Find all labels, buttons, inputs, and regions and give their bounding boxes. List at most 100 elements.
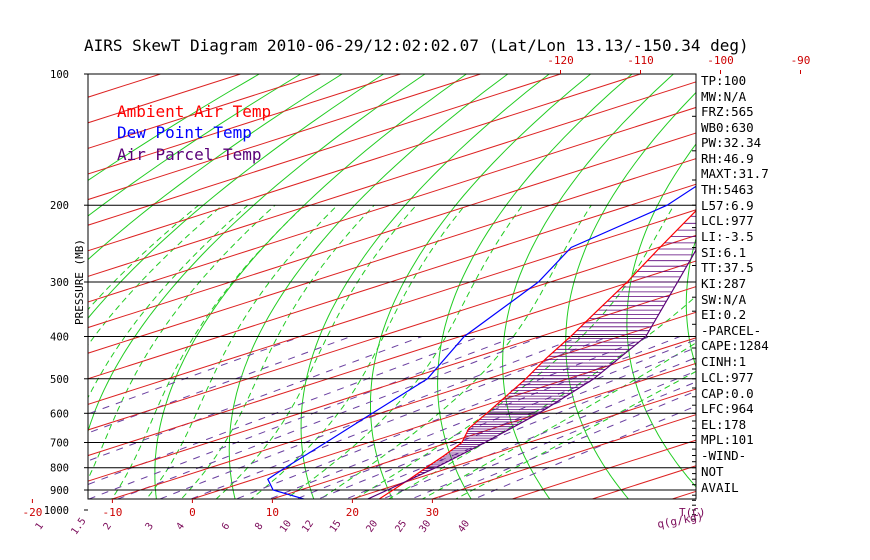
pressure-tick-label: 100 (50, 69, 69, 81)
moist-adiabat-line (454, 370, 696, 499)
isotherm-line (510, 439, 696, 499)
moist-adiabat-line (421, 342, 696, 499)
legend-dew-point-temp: Dew Point Temp (117, 123, 252, 142)
moist-adiabat-line (111, 204, 305, 499)
isotherm-line (430, 414, 696, 499)
mixing-ratio-label: 12 (300, 518, 316, 534)
mixing-ratio-label: 25 (393, 518, 409, 534)
mixing-ratio-line (410, 381, 696, 499)
dry-adiabat-line (370, 74, 591, 499)
index-ei: EI:0.2 (701, 307, 746, 322)
index-el: EL:178 (701, 417, 746, 432)
isotherm-line (270, 362, 696, 499)
pressure-tick-label: 700 (50, 438, 69, 450)
index-tt: TT:37.5 (701, 260, 754, 275)
mixing-ratio-line (381, 370, 696, 499)
chart-title: AIRS SkewT Diagram 2010-06-29/12:02:02.0… (84, 36, 749, 55)
y-axis-title: PRESSURE (MB) (73, 239, 86, 325)
mixing-ratio-unit-label: q(g/kg) (656, 510, 704, 531)
index-l57: L57:6.9 (701, 198, 754, 213)
index-cap: CAP:0.0 (701, 386, 754, 401)
bottom-temp-tick-label: -10 (102, 506, 122, 519)
index-si: SI:6.1 (701, 245, 746, 260)
dry-adiabat-line (744, 74, 870, 519)
isotherm-line (88, 209, 696, 405)
isotherm-line (88, 74, 321, 149)
dry-adiabat-line (228, 74, 509, 499)
isotherm-line (88, 74, 481, 201)
wind-section-header: -WIND- (701, 448, 746, 463)
index-cape: CAPE:1284 (701, 338, 769, 353)
mixing-ratio-label: 15 (328, 518, 344, 534)
isotherm-line (88, 132, 696, 329)
index-cinh: CINH:1 (701, 354, 746, 369)
isotherm-line (88, 158, 696, 354)
isotherm-line (88, 234, 696, 431)
top-temp-tick-label: -120 (547, 54, 574, 67)
isotherm-line (110, 311, 696, 499)
legend-ambient-air-temp: Ambient Air Temp (117, 102, 271, 121)
moist-adiabat-line (88, 204, 223, 346)
pressure-tick-label: 1000 (44, 505, 69, 517)
plot-frame (87, 73, 697, 500)
isotherm-line (88, 81, 696, 277)
stability-indices-panel: TP:100 MW:N/A FRZ:565 WB0:630 PW:32.34 R… (701, 73, 769, 495)
index-rh: RH:46.9 (701, 151, 754, 166)
isotherm-line (88, 74, 561, 226)
wind-status-not: NOT (701, 464, 724, 479)
mixing-ratio-line (344, 357, 696, 499)
isotherm-line (350, 388, 696, 499)
legend-air-parcel-temp: Air Parcel Temp (117, 145, 262, 164)
dry-adiabat-line (88, 74, 343, 261)
top-temp-tick-label: -100 (707, 54, 734, 67)
dry-adiabat-line (855, 74, 870, 519)
mixing-ratio-line (472, 405, 696, 499)
moist-adiabat-line (145, 204, 338, 499)
index-ki: KI:287 (701, 276, 746, 291)
sounding-curves (267, 185, 696, 499)
mixing-ratio-label: 6 (220, 521, 232, 532)
bottom-temp-tick-label: 20 (346, 506, 359, 519)
pressure-tick-label: 300 (50, 277, 69, 289)
index-tp: TP:100 (701, 73, 746, 88)
index-mpl: MPL:101 (701, 432, 754, 447)
bottom-temp-tick-label: 10 (266, 506, 279, 519)
dry-adiabat-line (300, 74, 550, 499)
dry-adiabat-line (88, 74, 426, 433)
isotherm-line (0, 74, 81, 519)
wind-status-avail: AVAIL (701, 480, 739, 495)
isotherm-line (88, 74, 401, 175)
index-lcl: LCL:977 (701, 213, 754, 228)
dry-adiabat-line (565, 91, 696, 499)
pressure-tick-label: 600 (50, 408, 69, 420)
mixing-ratio-label: 30 (417, 518, 433, 534)
mixing-ratio-label: 2 (102, 521, 114, 532)
legend: Ambient Air Temp Dew Point Temp Air Parc… (117, 102, 271, 164)
dry-adiabat-line (685, 237, 696, 369)
isotherm-line (590, 465, 696, 499)
top-temp-tick-label: -110 (627, 54, 654, 67)
mixing-ratio-line (268, 336, 681, 499)
mixing-ratio-label: 8 (253, 521, 265, 532)
moist-adiabat-line (319, 204, 592, 499)
mixing-ratio-line (88, 336, 351, 434)
bottom-temp-tick-label: 30 (426, 506, 439, 519)
dew-point-temp-line (267, 185, 696, 499)
moist-adiabat-line (353, 204, 675, 499)
isotherm-line (88, 183, 696, 380)
index-sw: SW:N/A (701, 292, 747, 307)
pressure-tick-label: 500 (50, 374, 69, 386)
mixing-ratio-line (88, 336, 423, 462)
mixing-ratio-label: 4 (175, 521, 187, 532)
x-axis-unit-label: T(C) (679, 506, 706, 519)
ambient-air-temp-line (378, 209, 696, 499)
mixing-ratio-label: 1.5 (69, 516, 88, 537)
mixing-ratio-label: 1 (34, 521, 46, 532)
pressure-tick-label: 400 (50, 332, 69, 344)
air-parcel-temp-line (366, 248, 696, 499)
mixing-ratio-label: 20 (364, 518, 380, 534)
isotherm-line (88, 74, 641, 252)
mixing-ratio-label: 40 (456, 518, 472, 534)
tick-marks (31, 70, 801, 520)
